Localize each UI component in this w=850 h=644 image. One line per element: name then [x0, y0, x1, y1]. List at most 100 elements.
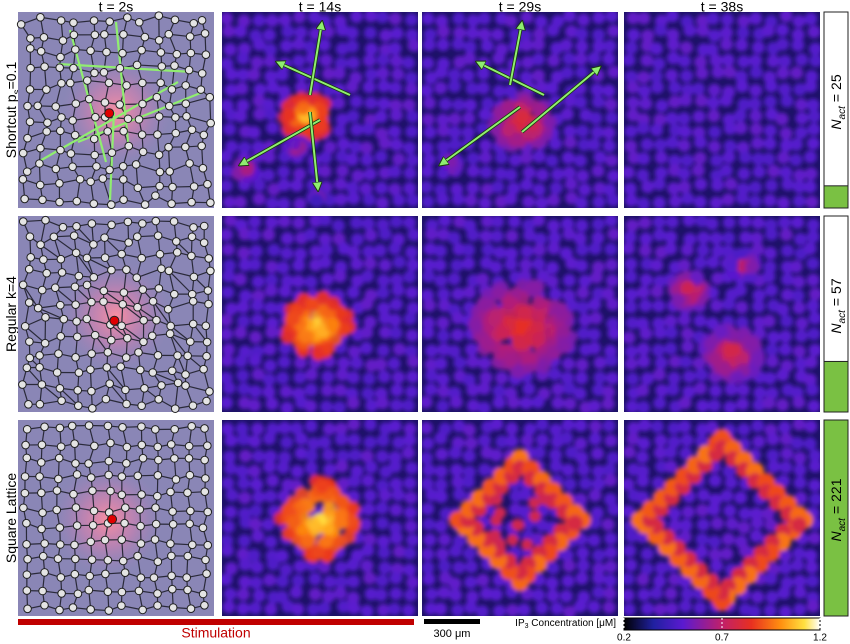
network-node: [68, 162, 77, 172]
cell: [225, 488, 239, 502]
heatmap-layer: [624, 12, 820, 208]
cell: [545, 576, 559, 590]
network-node: [153, 491, 162, 501]
network-node: [138, 78, 147, 88]
cell: [603, 463, 617, 477]
cell: [464, 436, 478, 450]
active-cell: [531, 295, 546, 310]
active-cell: [542, 323, 557, 338]
cell: [667, 435, 681, 449]
cell: [790, 436, 804, 450]
cell: [562, 357, 576, 371]
cell: [573, 154, 587, 168]
cell: [573, 232, 587, 246]
cell: [531, 395, 545, 409]
cell: [263, 342, 277, 356]
cell: [683, 24, 697, 38]
cell: [520, 38, 534, 52]
cell: [378, 561, 392, 575]
cell: [807, 122, 820, 136]
active-cell: [487, 312, 502, 327]
cell: [251, 367, 265, 381]
cell: [438, 571, 452, 585]
network-node: [166, 539, 175, 548]
cell: [389, 531, 403, 545]
cell: [320, 400, 334, 412]
cell: [806, 218, 820, 232]
network-node: [69, 63, 78, 73]
cell: [624, 588, 635, 602]
cell: [733, 109, 747, 123]
cell: [767, 164, 781, 178]
cell: [766, 54, 780, 68]
network-node: [173, 351, 182, 360]
cell: [560, 66, 574, 80]
active-cell: [690, 269, 705, 284]
network-node: [70, 569, 80, 579]
wave-cell: [494, 506, 507, 519]
cell: [362, 502, 376, 516]
cell: [462, 257, 476, 271]
cell: [277, 489, 291, 503]
cell: [734, 70, 748, 84]
network-node: [82, 76, 92, 85]
cell: [452, 242, 466, 256]
cell: [624, 602, 636, 616]
cell: [378, 488, 392, 502]
cell: [778, 216, 792, 230]
network-node: [69, 30, 79, 40]
cell: [752, 315, 766, 329]
cell: [249, 504, 263, 518]
network-node: [70, 540, 79, 550]
cell: [654, 434, 668, 448]
cell: [792, 194, 806, 208]
active-cell: [670, 293, 685, 308]
cell: [678, 420, 692, 434]
network-node: [38, 551, 48, 561]
network-node: [104, 470, 113, 480]
network-node: [182, 111, 191, 121]
network-node: [198, 523, 208, 533]
cell: [551, 396, 565, 410]
cell: [347, 433, 361, 447]
network-node: [71, 554, 80, 564]
cell: [778, 549, 792, 563]
cell: [668, 355, 682, 369]
cell: [433, 258, 447, 272]
cell: [667, 371, 681, 385]
network-node: [153, 470, 163, 480]
cell: [679, 355, 693, 369]
cell: [337, 137, 351, 151]
active-cell: [280, 329, 295, 344]
cell: [251, 275, 265, 289]
network-node: [22, 518, 31, 528]
cell: [334, 56, 348, 70]
network-node: [85, 571, 95, 581]
network-node: [188, 401, 198, 410]
cell: [604, 532, 618, 546]
cell: [479, 165, 493, 179]
network-node: [133, 302, 142, 312]
cell: [305, 449, 319, 463]
cell: [749, 83, 763, 97]
cell: [278, 421, 292, 435]
active-cell: [542, 114, 557, 129]
network-node: [103, 421, 113, 431]
cell: [563, 94, 577, 108]
cell: [438, 97, 452, 111]
cell: [391, 283, 405, 297]
cell: [764, 283, 778, 297]
network-node: [102, 47, 111, 57]
cell: [807, 109, 820, 123]
network-node: [121, 353, 131, 362]
cell: [641, 602, 655, 616]
cell: [280, 435, 294, 449]
network-node: [201, 474, 210, 483]
cell: [248, 385, 262, 399]
cell: [222, 543, 234, 557]
cell: [682, 385, 696, 399]
network-node: [68, 603, 78, 612]
cell: [577, 326, 591, 340]
cell: [603, 492, 617, 506]
cell: [607, 65, 618, 79]
